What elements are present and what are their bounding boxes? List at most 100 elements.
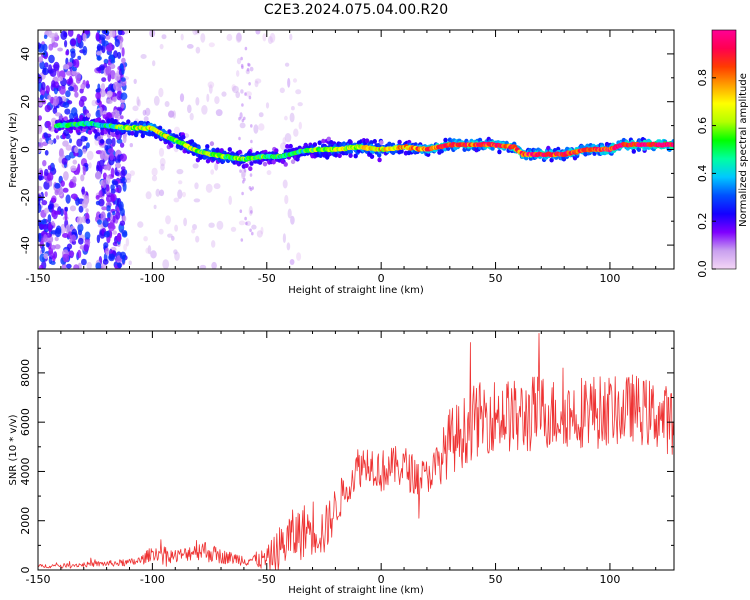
- spectrogram-noise-cell: [91, 99, 98, 107]
- spectrogram-noise-cell: [250, 139, 253, 144]
- spectrogram-ridge-cell: [86, 112, 91, 118]
- spectrogram-noise-cell: [59, 85, 66, 95]
- spectrogram-noise-cell: [63, 129, 70, 137]
- spectrogram-noise-cell: [159, 189, 165, 197]
- spectrogram-noise-cell: [44, 191, 48, 198]
- spectrogram-noise-cell: [240, 56, 243, 61]
- spectrogram-noise-cell: [58, 148, 64, 158]
- spectrogram-noise-cell: [105, 44, 113, 52]
- spectrogram-noise-cell: [120, 169, 126, 178]
- spectrogram-noise-cell: [208, 84, 213, 94]
- spectrogram-noise-cell: [230, 226, 237, 232]
- spectrogram-noise-cell: [256, 230, 263, 238]
- spectrogram-noise-cell: [108, 222, 115, 232]
- spectrogram-ridge-cell: [106, 118, 111, 124]
- spectrogram-noise-cell: [241, 171, 246, 180]
- spectrogram-noise-cell: [70, 193, 78, 200]
- spectrogram-ridge-cell: [397, 139, 402, 145]
- spectrogram-noise-cell: [289, 33, 293, 41]
- spectrogram-noise-cell: [62, 187, 69, 193]
- spectrogram-noise-cell: [194, 30, 201, 35]
- spectrogram-noise-cell: [47, 165, 52, 171]
- spectrogram-ridge-cell: [325, 154, 330, 160]
- spectrogram-noise-cell: [239, 112, 243, 119]
- spectrogram-noise-cell: [75, 197, 80, 206]
- spectrogram-noise-cell: [287, 208, 292, 219]
- spectrogram-noise-cell: [67, 30, 74, 37]
- spectrogram-noise-cell: [70, 165, 77, 172]
- spectrogram-noise-cell: [101, 206, 107, 211]
- spectrogram-ridge-cell: [262, 161, 268, 167]
- spectrogram-noise-cell: [232, 85, 239, 94]
- spectrogram-ridge-cell: [271, 159, 276, 165]
- spectrogram-noise-cell: [109, 30, 116, 38]
- spectrogram-noise-cell: [38, 196, 41, 206]
- spectrogram-noise-cell: [46, 120, 52, 127]
- spectrogram-noise-cell: [165, 215, 171, 225]
- spectrogram-noise-cell: [112, 96, 117, 103]
- spectrogram-noise-cell: [107, 148, 115, 154]
- spectrogram-noise-cell: [106, 183, 110, 192]
- spectrogram-noise-cell: [201, 105, 208, 115]
- colorbar-tick-label: 0.6: [696, 117, 709, 135]
- spectrogram-noise-cell: [72, 159, 78, 165]
- spectrogram-ridge-cell: [312, 142, 318, 148]
- spectrogram-noise-cell: [75, 77, 81, 84]
- spectrogram-noise-cell: [85, 142, 90, 149]
- y-tick-label: 0: [19, 146, 32, 153]
- spectrogram-noise-cell: [195, 46, 201, 54]
- spectrogram-noise-cell: [236, 32, 242, 42]
- spectrogram-noise-cell: [153, 95, 160, 106]
- spectrogram-noise-cell: [44, 207, 49, 214]
- spectrogram-noise-cell: [69, 205, 77, 212]
- spectrogram-noise-cell: [238, 220, 246, 226]
- spectrogram-noise-cell: [113, 50, 118, 59]
- spectrogram-noise-cell: [206, 93, 210, 103]
- spectrogram-ridge-cell: [369, 140, 374, 145]
- spectrogram-noise-cell: [65, 70, 73, 76]
- spectrogram-noise-cell: [84, 240, 91, 245]
- spectrogram-noise-cell: [95, 195, 100, 200]
- spectrogram-noise-cell: [125, 173, 132, 181]
- spectrogram-noise-cell: [249, 173, 253, 177]
- spectrogram-noise-cell: [96, 45, 104, 51]
- spectrogram-noise-cell: [174, 251, 180, 261]
- spectrogram-noise-cell: [54, 189, 59, 196]
- spectrogram-noise-cell: [42, 160, 47, 167]
- spectrogram-ridge-cell: [100, 130, 105, 136]
- spectrogram-ridge-cell: [377, 157, 382, 163]
- spectrogram-noise-cell: [214, 96, 220, 105]
- colorbar-frame: [711, 29, 737, 270]
- spectrogram-noise-cell: [296, 252, 302, 261]
- spectrogram-noise-cell: [38, 185, 43, 191]
- spectrogram-noise-cell: [95, 92, 101, 100]
- spectrogram-noise-cell: [102, 258, 109, 265]
- spectrogram-noise-cell: [226, 33, 233, 42]
- spectrogram-noise-cell: [45, 85, 50, 94]
- spectrogram-noise-cell: [129, 170, 135, 176]
- spectrogram-noise-cell: [240, 89, 244, 94]
- spectrogram-noise-cell: [132, 105, 139, 112]
- spectrogram-noise-cell: [211, 261, 217, 269]
- spectrogram-noise-cell: [56, 135, 60, 140]
- spectrogram-noise-cell: [85, 208, 89, 213]
- spectrogram-noise-cell: [82, 33, 87, 42]
- spectrogram-noise-cell: [115, 187, 120, 193]
- spectrogram-noise-cell: [104, 144, 109, 151]
- spectrogram-noise-cell: [39, 137, 43, 143]
- spectrogram-noise-cell: [147, 245, 152, 255]
- spectrogram-ridge-cell: [130, 130, 135, 136]
- spectrogram-noise-cell: [145, 191, 152, 200]
- spectrogram-noise-cell: [238, 116, 241, 121]
- spectrogram-noise-cell: [122, 182, 127, 192]
- spectrogram-noise-cell: [177, 189, 183, 199]
- spectrogram-noise-cell: [164, 101, 170, 107]
- spectrogram-noise-cell: [129, 143, 133, 148]
- spectrogram-noise-cell: [60, 223, 66, 234]
- spectrogram-noise-cell: [208, 42, 215, 48]
- spectrogram-noise-cell: [101, 30, 107, 35]
- spectrogram-noise-cell: [95, 32, 100, 41]
- spectrogram-x-ticks: -150 -100 -50 0 50 100: [26, 30, 657, 285]
- spectrogram-noise-cell: [48, 64, 53, 74]
- colorbar-gradient: [712, 30, 736, 269]
